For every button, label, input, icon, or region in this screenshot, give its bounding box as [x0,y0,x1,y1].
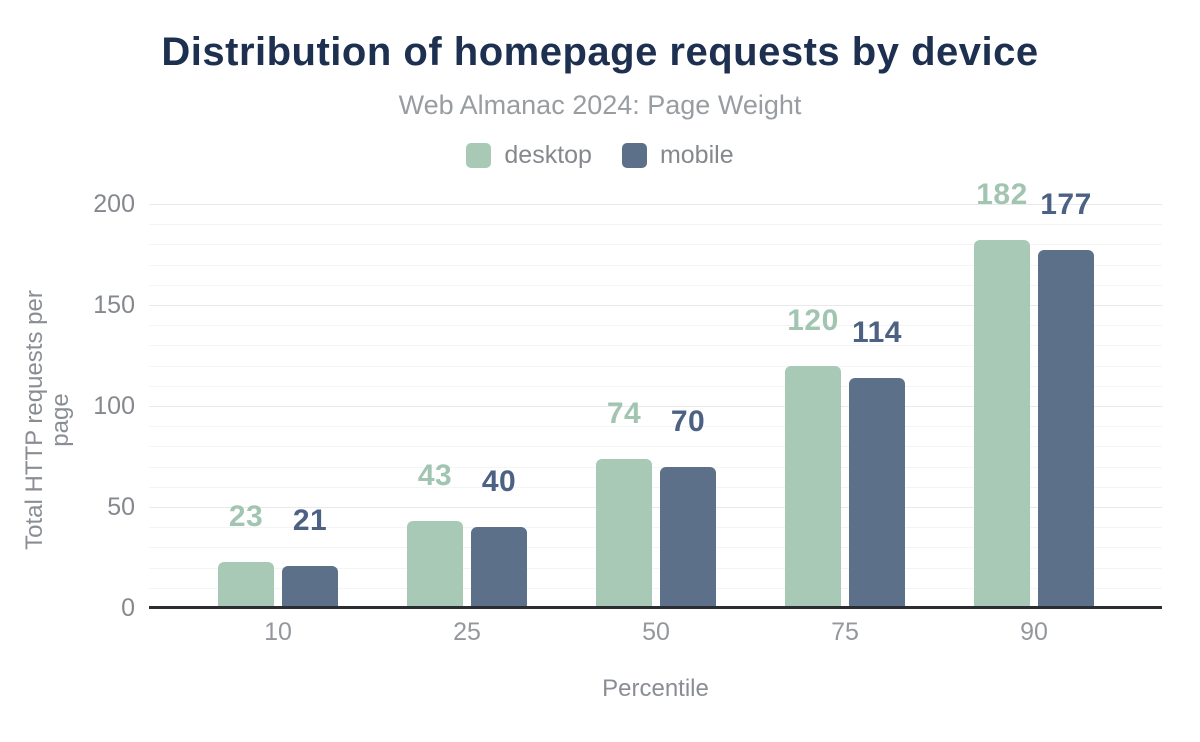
bar-desktop-p50 [596,458,652,608]
legend-swatch-desktop-icon [466,142,492,168]
bar-value-desktop-p75: 120 [787,303,839,337]
bar-value-desktop-p50: 74 [606,396,642,430]
x-tick-label: 50 [642,618,670,646]
gridline-minor [149,466,1162,468]
x-tick-label: 90 [1020,618,1048,646]
bar-mobile-p25 [471,527,527,608]
legend-item-mobile: mobile [621,141,734,169]
gridline-minor [149,284,1162,286]
gridline-minor [149,567,1162,569]
gridline-minor [149,547,1162,549]
gridline-minor [149,345,1162,347]
gridline-minor [149,385,1162,387]
y-tick-label: 200 [93,190,135,218]
gridline-minor [149,365,1162,367]
legend-label-mobile: mobile [659,141,734,169]
y-tick-label: 50 [107,493,135,521]
x-tick-label: 75 [831,618,859,646]
legend-label-desktop: desktop [504,141,592,169]
gridline-minor [149,224,1162,226]
gridline-minor [149,426,1162,428]
gridline-major [149,305,1162,306]
x-tick-label: 10 [264,618,292,646]
gridline-minor [149,446,1162,448]
legend: desktop mobile [0,142,1200,168]
legend-item-desktop: desktop [466,142,592,168]
bar-mobile-p10 [282,565,338,608]
gridline-major [149,406,1162,407]
gridline-minor [149,264,1162,266]
gridline-major [149,204,1162,205]
bar-value-desktop-p25: 43 [417,459,453,493]
y-tick-label: 0 [121,594,135,622]
chart-subtitle: Web Almanac 2024: Page Weight [398,90,802,120]
bar-mobile-p50 [660,466,716,608]
bar-value-mobile-p25: 40 [481,465,517,499]
chart-title: Distribution of homepage requests by dev… [161,30,1039,74]
gridline-minor [149,527,1162,529]
x-axis-title: Percentile [602,675,709,702]
gridline-minor [149,244,1162,246]
x-tick-label: 25 [453,618,481,646]
bar-value-desktop-p10: 23 [228,499,264,533]
bar-desktop-p10 [218,561,274,608]
gridline-major [149,507,1162,508]
y-tick-label: 100 [93,392,135,420]
y-tick-label: 150 [93,291,135,319]
bar-value-mobile-p75: 114 [852,315,902,349]
x-axis-line [149,606,1162,609]
bar-value-mobile-p50: 70 [670,404,706,438]
bar-value-desktop-p90: 182 [976,178,1028,212]
bar-desktop-p90 [974,240,1030,608]
bar-mobile-p90 [1038,250,1094,608]
bar-value-mobile-p10: 21 [292,503,328,537]
gridline-minor [149,486,1162,488]
bar-value-mobile-p90: 177 [1040,188,1092,222]
legend-swatch-mobile-icon [621,142,647,168]
bar-desktop-p75 [785,365,841,608]
bar-desktop-p25 [407,521,463,608]
bar-mobile-p75 [849,377,905,608]
gridline-minor [149,325,1162,327]
gridline-minor [149,587,1162,589]
